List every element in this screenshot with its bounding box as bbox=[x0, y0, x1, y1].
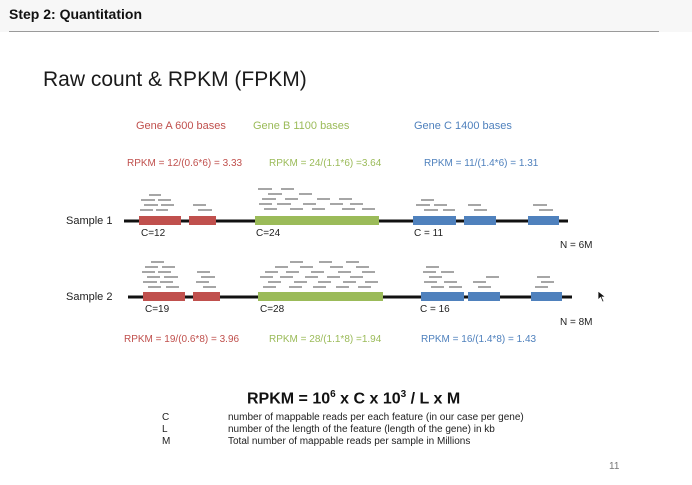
slide-title: Raw count & RPKM (FPKM) bbox=[43, 68, 307, 91]
legend-symbol-c: C bbox=[162, 412, 170, 423]
sample1-gene-c-exon-1 bbox=[413, 216, 456, 225]
sample2-rpkm-gene-b: RPKM = 28/(1.1*8) =1.94 bbox=[269, 334, 382, 345]
sample1-count-gene-c: C = 11 bbox=[414, 228, 443, 239]
sample1-rpkm-gene-a: RPKM = 12/(0.6*6) = 3.33 bbox=[127, 158, 243, 169]
sample1-gene-c-exon-3 bbox=[528, 216, 559, 225]
legend-definition-m: Total number of mappable reads per sampl… bbox=[228, 436, 471, 447]
legend-definition-l: number of the length of the feature (len… bbox=[228, 424, 495, 435]
header-divider bbox=[9, 31, 659, 32]
legend-symbol-l: L bbox=[162, 424, 168, 435]
sample2-gene-c-exon-2 bbox=[468, 292, 500, 301]
sample1-reads bbox=[140, 188, 553, 211]
mouse-cursor-icon bbox=[597, 290, 607, 303]
sample2-gene-c-exon-1 bbox=[421, 292, 464, 301]
sample1-gene-a-exon-1 bbox=[139, 216, 181, 225]
page-number: 11 bbox=[609, 461, 620, 472]
gene-a-label: Gene A 600 bases bbox=[136, 120, 226, 132]
header-title: Step 2: Quantitation bbox=[9, 6, 142, 22]
sample2-count-gene-a: C=19 bbox=[145, 304, 170, 315]
sample1-rpkm-gene-c: RPKM = 11/(1.4*6) = 1.31 bbox=[424, 158, 539, 169]
sample1-count-gene-a: C=12 bbox=[141, 228, 166, 239]
sample2-gene-a-exon-1 bbox=[143, 292, 185, 301]
sample2-reads bbox=[142, 261, 554, 288]
sample1-rpkm-gene-b: RPKM = 24/(1.1*6) =3.64 bbox=[269, 158, 382, 169]
sample2-gene-c-exon-3 bbox=[531, 292, 562, 301]
sample1-count-gene-b: C=24 bbox=[256, 228, 281, 239]
header-bar: Step 2: Quantitation bbox=[0, 0, 692, 32]
sample1-total-reads: N = 6M bbox=[560, 240, 593, 251]
legend-symbol-m: M bbox=[162, 436, 171, 447]
sample1-gene-c-exon-2 bbox=[464, 216, 496, 225]
sample2-rpkm-gene-a: RPKM = 19/(0.6*8) = 3.96 bbox=[124, 334, 240, 345]
rpkm-formula: RPKM = 106 x C x 103 / L x M bbox=[247, 389, 461, 408]
sample2-count-gene-c: C = 16 bbox=[420, 304, 450, 315]
sample2-gene-b-exon bbox=[258, 292, 383, 301]
sample2-rpkm-gene-c: RPKM = 16/(1.4*8) = 1.43 bbox=[421, 334, 537, 345]
gene-b-label: Gene B 1100 bases bbox=[253, 120, 350, 132]
gene-c-label: Gene C 1400 bases bbox=[414, 120, 512, 132]
sample1-gene-b-exon bbox=[255, 216, 379, 225]
sample1-label: Sample 1 bbox=[66, 215, 113, 227]
sample2-gene-a-exon-2 bbox=[193, 292, 220, 301]
legend-definition-c: number of mappable reads per each featur… bbox=[228, 412, 524, 423]
sample1-gene-a-exon-2 bbox=[189, 216, 216, 225]
sample2-count-gene-b: C=28 bbox=[260, 304, 285, 315]
sample2-total-reads: N = 8M bbox=[560, 317, 593, 328]
sample2-label: Sample 2 bbox=[66, 291, 113, 303]
